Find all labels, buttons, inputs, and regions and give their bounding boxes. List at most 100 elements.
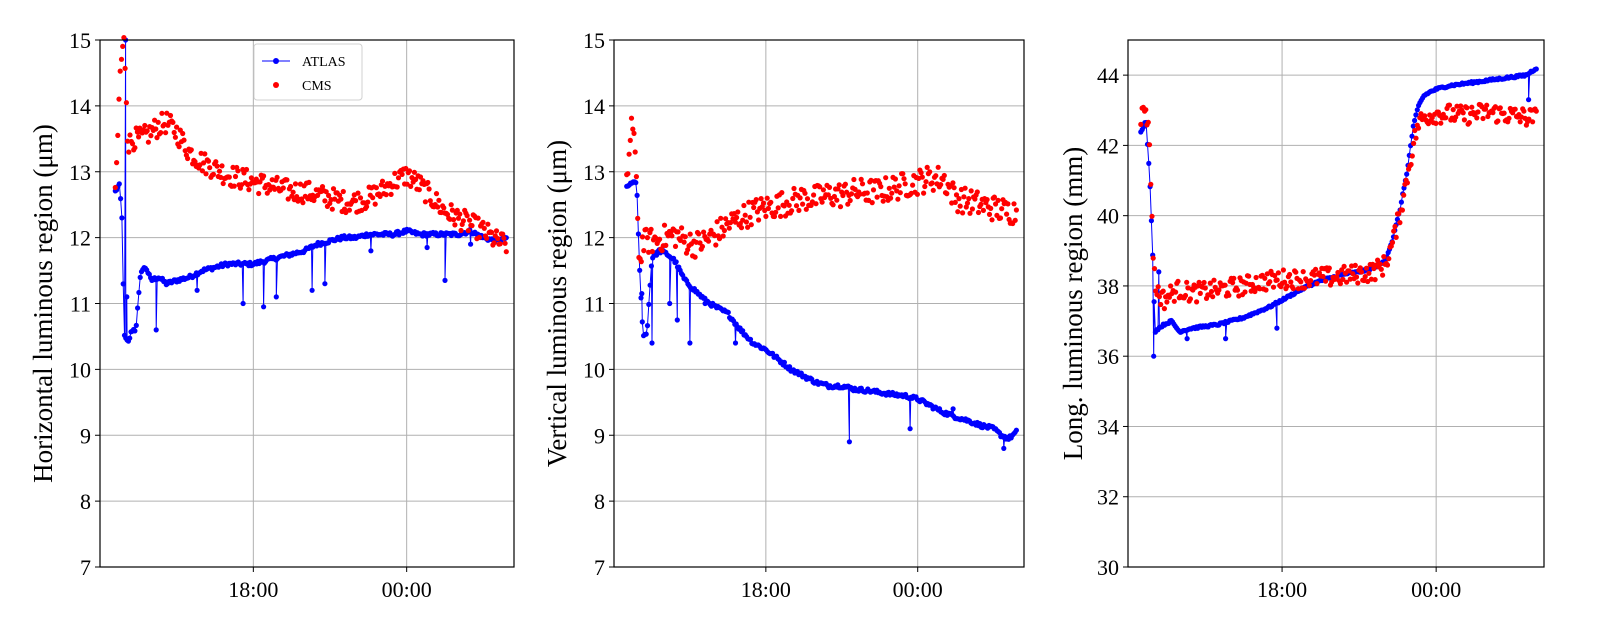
data-point-cms xyxy=(1138,121,1144,127)
data-point-cms xyxy=(819,199,825,205)
data-point-cms xyxy=(1399,207,1405,213)
data-point-cms xyxy=(933,173,939,179)
data-point-cms xyxy=(454,207,460,213)
data-point-cms xyxy=(163,130,169,136)
y-tick-label: 42 xyxy=(1097,133,1119,158)
data-point-cms xyxy=(980,207,987,213)
data-point-cms xyxy=(1280,267,1286,273)
data-point-atlas xyxy=(442,277,448,283)
data-point-cms xyxy=(641,248,647,254)
data-point-cms xyxy=(117,68,123,74)
data-point-cms xyxy=(1393,234,1399,240)
data-point-cms xyxy=(745,224,751,230)
data-point-cms xyxy=(1308,278,1314,284)
data-point-cms xyxy=(845,201,851,207)
legend: ATLAS CMS xyxy=(253,43,363,101)
data-point-cms xyxy=(930,187,936,193)
data-point-cms xyxy=(1210,294,1216,300)
data-point-cms xyxy=(921,190,927,196)
x-tick-label: 18:00 xyxy=(741,577,791,602)
data-point-cms xyxy=(203,171,209,177)
data-point-atlas xyxy=(240,300,246,307)
x-tick-label: 00:00 xyxy=(382,577,432,602)
y-tick-label: 7 xyxy=(594,555,605,580)
data-point-cms xyxy=(685,247,691,253)
data-point-atlas xyxy=(135,305,141,311)
data-point-cms xyxy=(142,122,148,129)
x-tick-label: 00:00 xyxy=(1411,577,1461,602)
data-point-cms xyxy=(826,184,833,190)
data-point-cms xyxy=(956,196,962,202)
data-point-cms xyxy=(1386,256,1392,262)
data-point-cms xyxy=(1353,274,1360,280)
y-tick-label: 40 xyxy=(1097,204,1119,229)
data-point-cms xyxy=(765,205,772,212)
data-point-cms xyxy=(1306,282,1312,289)
y-tick-label: 13 xyxy=(583,160,605,185)
data-point-cms xyxy=(626,151,632,157)
data-point-cms xyxy=(1412,127,1418,134)
data-point-cms xyxy=(383,192,389,198)
data-point-cms xyxy=(820,187,827,193)
data-point-cms xyxy=(136,134,142,140)
data-point-cms xyxy=(870,187,877,193)
data-point-cms xyxy=(1246,273,1252,279)
data-point-atlas xyxy=(674,317,680,323)
data-point-cms xyxy=(716,236,723,242)
data-point-cms xyxy=(764,195,770,201)
chart-panel-1: 7 8 9 10 11 12 13 14 15 18:00 00:00 Horizontal lumi… xyxy=(28,28,515,602)
data-point-atlas xyxy=(424,244,430,251)
data-point-cms xyxy=(1378,266,1384,272)
data-point-cms xyxy=(1401,192,1407,198)
data-point-cms xyxy=(436,197,442,203)
data-point-cms xyxy=(738,225,745,231)
data-point-cms xyxy=(1270,284,1277,290)
data-point-cms xyxy=(329,206,335,212)
data-point-atlas xyxy=(132,328,138,334)
data-point-atlas xyxy=(468,241,474,247)
data-point-cms xyxy=(1454,103,1460,109)
data-point-cms xyxy=(1460,110,1466,116)
data-point-cms xyxy=(489,229,495,235)
data-point-atlas xyxy=(1410,123,1416,129)
data-point-cms xyxy=(395,175,402,181)
data-point-cms xyxy=(802,190,808,196)
data-point-cms xyxy=(392,170,398,176)
data-point-atlas xyxy=(635,231,642,237)
data-point-cms xyxy=(988,205,994,211)
data-point-cms xyxy=(961,194,967,200)
data-point-cms xyxy=(984,197,990,203)
data-point-cms xyxy=(953,192,960,198)
data-point-atlas xyxy=(673,259,679,265)
data-point-atlas xyxy=(1526,97,1532,103)
data-point-cms xyxy=(1497,105,1503,111)
data-point-cms xyxy=(1320,273,1326,280)
data-point-cms xyxy=(388,191,394,197)
data-point-cms xyxy=(811,192,817,198)
data-point-cms xyxy=(1396,211,1402,217)
data-point-cms xyxy=(469,223,475,229)
data-point-cms xyxy=(365,199,371,205)
data-point-cms xyxy=(1231,275,1237,281)
data-point-cms xyxy=(475,215,481,221)
data-point-cms xyxy=(326,192,332,199)
data-point-cms xyxy=(1282,279,1288,285)
data-point-atlas xyxy=(637,267,643,273)
data-point-cms xyxy=(1408,161,1414,168)
data-point-cms xyxy=(485,221,491,227)
data-point-cms xyxy=(773,209,779,215)
y-tick-label: 34 xyxy=(1097,414,1119,439)
data-point-cms xyxy=(1222,282,1228,288)
data-point-atlas xyxy=(633,180,639,186)
data-point-cms xyxy=(699,243,706,250)
data-point-cms xyxy=(628,115,635,121)
data-point-cms xyxy=(1352,262,1358,268)
data-point-cms xyxy=(1453,114,1459,120)
data-point-cms xyxy=(154,135,160,141)
data-point-cms xyxy=(643,226,649,232)
data-point-cms xyxy=(1196,279,1202,285)
data-point-cms xyxy=(210,171,216,177)
data-point-cms xyxy=(231,183,237,189)
data-point-cms xyxy=(132,145,138,151)
data-point-atlas xyxy=(1533,66,1539,72)
